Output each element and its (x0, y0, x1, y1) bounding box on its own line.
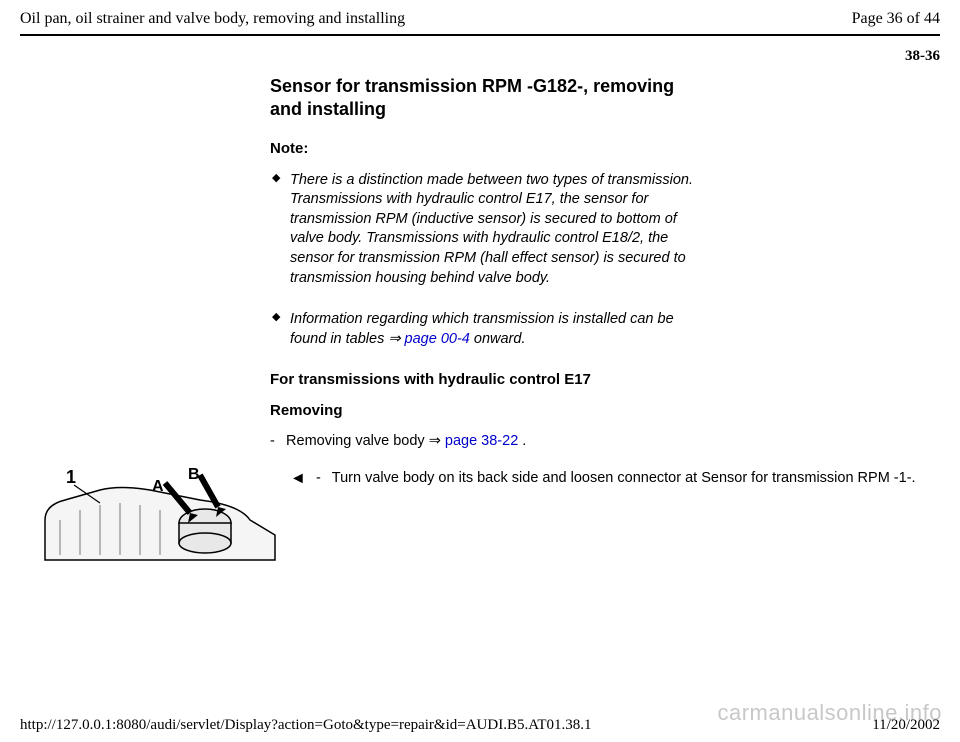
page-header-row: Oil pan, oil strainer and valve body, re… (20, 10, 940, 28)
footer-date: 11/20/2002 (872, 717, 940, 734)
figure-label-b: B (188, 466, 200, 483)
arrow-icon: ⇒ (388, 331, 400, 347)
page-footer: http://127.0.0.1:8080/audi/servlet/Displ… (20, 717, 940, 734)
sub-heading-e17: For transmissions with hydraulic control… (270, 371, 700, 388)
page-id: 38-36 (20, 48, 940, 65)
note-label: Note: (270, 140, 700, 157)
step-text-pre: Removing valve body (286, 433, 429, 449)
step-text: Turn valve body on its back side and loo… (332, 470, 916, 486)
figure-label-a: A (152, 478, 164, 495)
note-item: There is a distinction made between two … (270, 171, 700, 288)
note-text: There is a distinction made between two … (290, 172, 693, 286)
step-wide: - Turn valve body on its back side and l… (316, 469, 920, 489)
content-column: Sensor for transmission RPM -G182-, remo… (270, 75, 700, 449)
page-link[interactable]: page 38-22 (445, 433, 518, 449)
note-text-post: onward. (470, 331, 526, 347)
note-list: There is a distinction made between two … (270, 171, 700, 350)
footer-url: http://127.0.0.1:8080/audi/servlet/Displ… (20, 717, 592, 734)
page-header-title: Oil pan, oil strainer and valve body, re… (20, 10, 405, 28)
step-line: - Removing valve body ⇒ page 38-22 . (270, 433, 700, 449)
valve-body-illustration: 1 A B (40, 465, 280, 575)
figure-step-row: 1 A B ◄ - Turn valve body on its back si… (40, 465, 920, 575)
dash-icon: - (316, 469, 328, 489)
section-heading: Sensor for transmission RPM -G182-, remo… (270, 75, 700, 122)
figure: 1 A B (40, 465, 280, 575)
step-text-post: . (518, 433, 526, 449)
dash-icon: - (270, 433, 282, 449)
page-link[interactable]: page 00-4 (405, 331, 470, 347)
sub-heading-removing: Removing (270, 402, 700, 419)
page: Oil pan, oil strainer and valve body, re… (0, 0, 960, 742)
header-rule (20, 34, 940, 36)
page-header-count: Page 36 of 44 (852, 10, 940, 28)
triangle-step-row: ◄ - Turn valve body on its back side and… (290, 469, 920, 489)
arrow-icon: ⇒ (429, 433, 441, 449)
figure-label-1: 1 (66, 467, 76, 487)
triangle-icon: ◄ (290, 469, 316, 487)
note-item: Information regarding which transmission… (270, 310, 700, 349)
